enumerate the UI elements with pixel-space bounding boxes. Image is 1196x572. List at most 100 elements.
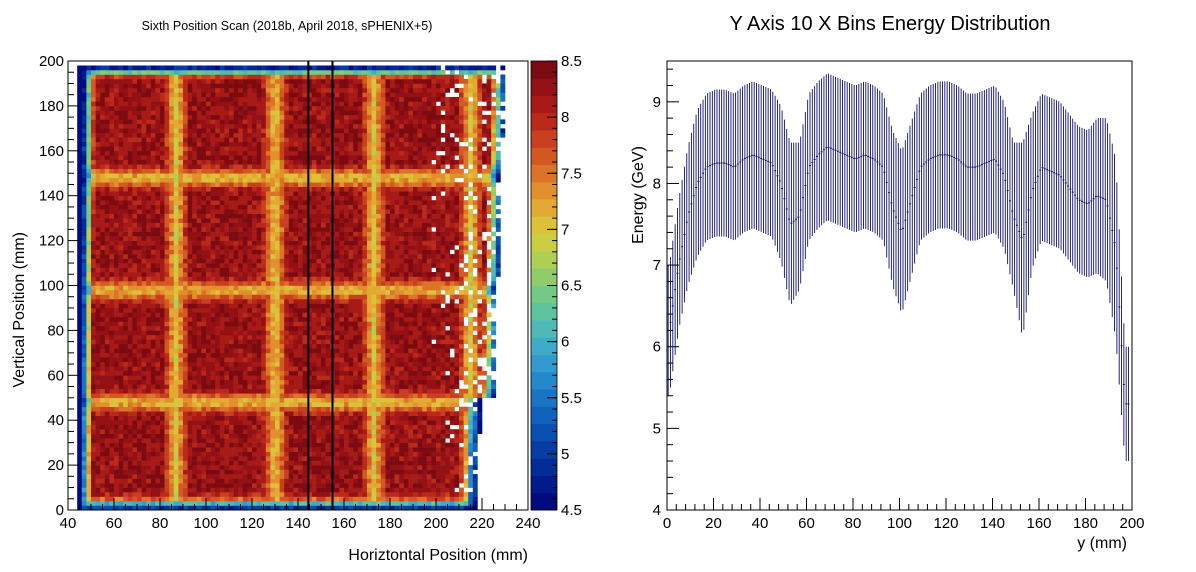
- heatmap-cell: [211, 214, 216, 219]
- heatmap-cell: [234, 402, 239, 407]
- heatmap-cell: [82, 411, 87, 416]
- heatmap-cell: [238, 119, 243, 124]
- heatmap-cell: [201, 205, 206, 210]
- heatmap-cell: [105, 164, 110, 169]
- heatmap-cell: [206, 209, 211, 214]
- heatmap-cell: [197, 326, 202, 331]
- heatmap-cell: [165, 106, 170, 111]
- heatmap-cell: [142, 402, 147, 407]
- heatmap-cell: [96, 384, 101, 389]
- heatmap-cell: [119, 263, 124, 268]
- heatmap-cell: [261, 362, 266, 367]
- heatmap-cell: [303, 483, 308, 488]
- heatmap-cell: [188, 259, 193, 264]
- heatmap-cell: [96, 137, 101, 142]
- heatmap-cell: [178, 218, 183, 223]
- heatmap-cell: [261, 182, 266, 187]
- heatmap-cell: [289, 389, 294, 394]
- heatmap-cell: [86, 344, 91, 349]
- heatmap-cell: [215, 106, 220, 111]
- heatmap-cell: [289, 277, 294, 282]
- heatmap-cell: [211, 83, 216, 88]
- heatmap-cell: [243, 420, 248, 425]
- heatmap-cell: [119, 205, 124, 210]
- heatmap-cell: [155, 294, 160, 299]
- heatmap-cell: [257, 110, 262, 115]
- heatmap-cell: [280, 245, 285, 250]
- heatmap-cell: [114, 479, 119, 484]
- heatmap-cell: [151, 479, 156, 484]
- heatmap-cell: [257, 142, 262, 147]
- heatmap-cell: [142, 447, 147, 452]
- heatmap-cell: [303, 344, 308, 349]
- heatmap-cell: [280, 250, 285, 255]
- heatmap-cell: [293, 281, 298, 286]
- heatmap-cell: [77, 178, 82, 183]
- heatmap-cell: [160, 92, 165, 97]
- heatmap-cell: [77, 447, 82, 452]
- heatmap-cell: [201, 362, 206, 367]
- heatmap-cell: [100, 362, 105, 367]
- heatmap-cell: [86, 465, 91, 470]
- heatmap-cell: [280, 344, 285, 349]
- heatmap-cell: [298, 344, 303, 349]
- heatmap-cell: [229, 173, 234, 178]
- heatmap-cell: [96, 393, 101, 398]
- heatmap-cell: [151, 456, 156, 461]
- heatmap-cell: [298, 492, 303, 497]
- heatmap-cell: [192, 461, 197, 466]
- heatmap-cell: [114, 465, 119, 470]
- heatmap-cell: [257, 200, 262, 205]
- heatmap-cell: [211, 151, 216, 156]
- heatmap-cell: [220, 259, 225, 264]
- heatmap-cell: [77, 88, 82, 93]
- heatmap-cell: [178, 362, 183, 367]
- heatmap-cell: [142, 317, 147, 322]
- heatmap-cell: [252, 155, 257, 160]
- heatmap-cell: [257, 411, 262, 416]
- heatmap-cell: [128, 200, 133, 205]
- heatmap-cell: [201, 303, 206, 308]
- heatmap-cell: [123, 250, 128, 255]
- heatmap-cell: [77, 303, 82, 308]
- heatmap-cell: [151, 357, 156, 362]
- heatmap-cell: [234, 70, 239, 75]
- heatmap-cell: [215, 375, 220, 380]
- heatmap-cell: [146, 465, 151, 470]
- heatmap-cell: [247, 447, 252, 452]
- heatmap-cell: [303, 160, 308, 165]
- heatmap-cell: [293, 259, 298, 264]
- heatmap-cell: [142, 393, 147, 398]
- heatmap-cell: [155, 268, 160, 273]
- heatmap-cell: [82, 268, 87, 273]
- heatmap-cell: [303, 402, 308, 407]
- heatmap-cell: [123, 164, 128, 169]
- heatmap-cell: [169, 434, 174, 439]
- heatmap-cell: [252, 182, 257, 187]
- heatmap-cell: [247, 326, 252, 331]
- heatmap-cell: [284, 339, 289, 344]
- heatmap-cell: [220, 74, 225, 79]
- heatmap-cell: [220, 425, 225, 430]
- heatmap-cell: [298, 106, 303, 111]
- heatmap-cell: [266, 128, 271, 133]
- heatmap-cell: [119, 465, 124, 470]
- heatmap-cell: [280, 232, 285, 237]
- heatmap-cell: [142, 344, 147, 349]
- heatmap-cell: [142, 375, 147, 380]
- heatmap-cell: [128, 474, 133, 479]
- heatmap-cell: [174, 429, 179, 434]
- heatmap-cell: [224, 128, 229, 133]
- heatmap-cell: [146, 420, 151, 425]
- heatmap-cell: [266, 434, 271, 439]
- heatmap-cell: [91, 317, 96, 322]
- heatmap-cell: [77, 250, 82, 255]
- heatmap-cell: [211, 259, 216, 264]
- heatmap-cell: [275, 371, 280, 376]
- heatmap-cell: [280, 380, 285, 385]
- heatmap-cell: [188, 290, 193, 295]
- heatmap-cell: [257, 353, 262, 358]
- heatmap-cell: [160, 407, 165, 412]
- heatmap-cell: [146, 227, 151, 232]
- heatmap-cell: [275, 241, 280, 246]
